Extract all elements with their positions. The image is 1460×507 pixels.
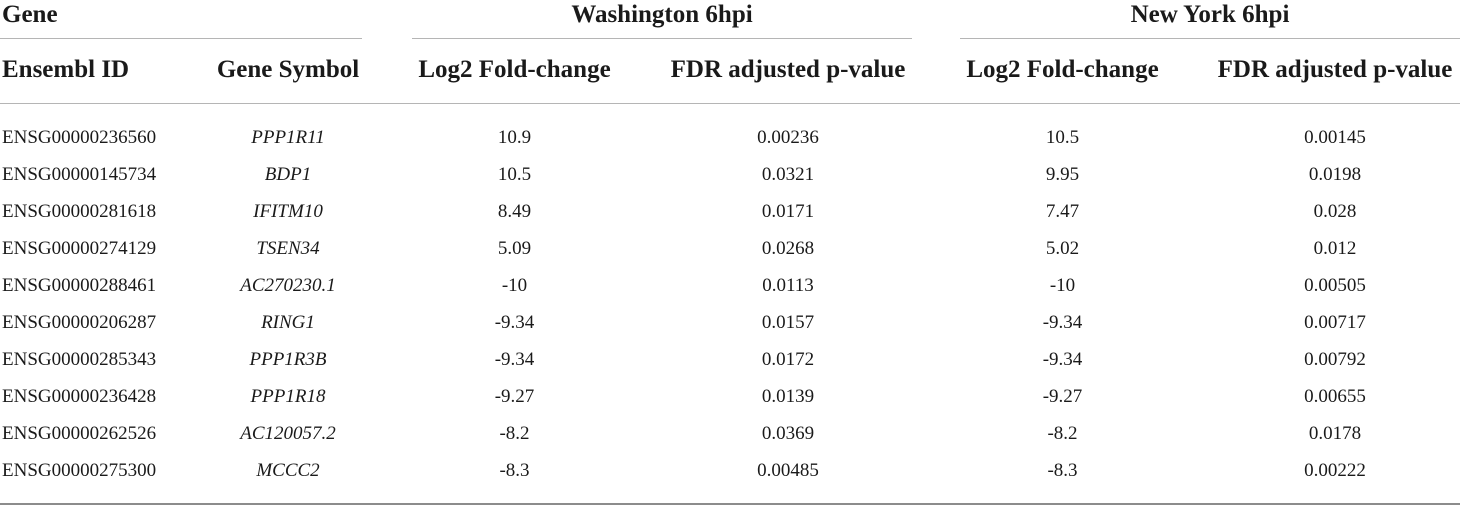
washington-fdr-cell: 0.0113 [762, 275, 814, 296]
washington-log2-cell: -9.34 [494, 312, 535, 333]
gene-symbol-cell: AC270230.1 [240, 275, 336, 296]
ensembl-id-cell: ENSG00000236428 [2, 386, 157, 407]
washington-log2-cell: 5.09 [497, 238, 532, 259]
newyork-fdr-cell: 0.00505 [1304, 275, 1366, 296]
gene-symbol-cell: MCCC2 [256, 460, 320, 481]
washington-log2-cell: -10 [501, 275, 528, 296]
newyork-log2-cell: -8.2 [1047, 423, 1078, 444]
ensembl-id-cell: ENSG00000281618 [2, 201, 157, 222]
ensembl-id-cell: ENSG00000145734 [2, 164, 157, 185]
table-row: ENSG00000236428 PPP1R18 -9.27 0.0139 -9.… [0, 378, 1460, 415]
washington-log2-cell: -9.34 [494, 349, 535, 370]
gene-symbol-cell: IFITM10 [253, 201, 323, 222]
table-row: ENSG00000145734 BDP1 10.5 0.0321 9.95 0.… [0, 156, 1460, 193]
newyork-group-rule [960, 38, 1460, 39]
washington-fdr-cell: 0.0321 [761, 164, 815, 185]
ensembl-id-cell: ENSG00000275300 [2, 460, 157, 481]
newyork-fdr-cell: 0.012 [1313, 238, 1357, 259]
table-row: ENSG00000274129 TSEN34 5.09 0.0268 5.02 … [0, 230, 1460, 267]
table-row: ENSG00000275300 MCCC2 -8.3 0.00485 -8.3 … [0, 452, 1460, 489]
newyork-log2-cell: 5.02 [1045, 238, 1080, 259]
gene-group-header: Gene [2, 1, 58, 28]
newyork-fdr-cell: 0.00717 [1304, 312, 1366, 333]
washington-log2-cell: 10.5 [497, 164, 532, 185]
newyork-log2-cell: -8.3 [1047, 460, 1078, 481]
newyork-log2-cell: 7.47 [1045, 201, 1080, 222]
washington-fdr-cell: 0.00485 [757, 460, 819, 481]
gene-symbol-cell: PPP1R11 [251, 127, 325, 148]
table-row: ENSG00000285343 PPP1R3B -9.34 0.0172 -9.… [0, 341, 1460, 378]
washington-log2-cell: -9.27 [494, 386, 535, 407]
column-header-washington-fdr: FDR adjusted p-value [670, 56, 906, 83]
gene-symbol-cell: BDP1 [264, 164, 312, 185]
gene-symbol-cell: AC120057.2 [240, 423, 336, 444]
column-header-ensembl-id: Ensembl ID [2, 56, 130, 83]
gene-symbol-cell: RING1 [261, 312, 315, 333]
newyork-log2-cell: -9.34 [1042, 349, 1083, 370]
table-row: ENSG00000281618 IFITM10 8.49 0.0171 7.47… [0, 193, 1460, 230]
table-row: ENSG00000236560 PPP1R11 10.9 0.00236 10.… [0, 119, 1460, 156]
washington-fdr-cell: 0.0171 [761, 201, 815, 222]
newyork-fdr-cell: 0.00145 [1304, 127, 1366, 148]
washington-fdr-cell: 0.0369 [761, 423, 815, 444]
ensembl-id-cell: ENSG00000274129 [2, 238, 157, 259]
washington-fdr-cell: 0.00236 [757, 127, 819, 148]
washington-fdr-cell: 0.0139 [761, 386, 815, 407]
washington-group-header: Washington 6hpi [571, 1, 753, 28]
table-row: ENSG00000262526 AC120057.2 -8.2 0.0369 -… [0, 415, 1460, 452]
washington-fdr-cell: 0.0172 [761, 349, 815, 370]
washington-log2-cell: 10.9 [497, 127, 532, 148]
washington-log2-cell: 8.49 [497, 201, 532, 222]
ensembl-id-cell: ENSG00000262526 [2, 423, 157, 444]
newyork-fdr-cell: 0.00222 [1304, 460, 1366, 481]
gene-symbol-cell: TSEN34 [256, 238, 320, 259]
newyork-fdr-cell: 0.00792 [1304, 349, 1366, 370]
ensembl-id-cell: ENSG00000288461 [2, 275, 157, 296]
newyork-log2-cell: 9.95 [1045, 164, 1080, 185]
gene-group-rule [0, 38, 362, 39]
newyork-fdr-cell: 0.0198 [1308, 164, 1362, 185]
ensembl-id-cell: ENSG00000285343 [2, 349, 157, 370]
column-header-newyork-log2: Log2 Fold-change [966, 56, 1159, 83]
column-header-newyork-fdr: FDR adjusted p-value [1217, 56, 1453, 83]
ensembl-id-cell: ENSG00000236560 [2, 127, 157, 148]
table-row: ENSG00000288461 AC270230.1 -10 0.0113 -1… [0, 267, 1460, 304]
gene-symbol-cell: PPP1R3B [249, 349, 327, 370]
newyork-log2-cell: -10 [1049, 275, 1076, 296]
newyork-group-header: New York 6hpi [1130, 1, 1290, 28]
washington-group-rule [412, 38, 912, 39]
column-header-gene-symbol: Gene Symbol [216, 56, 360, 83]
column-header-washington-log2: Log2 Fold-change [418, 56, 611, 83]
table-bottom-rule [0, 503, 1460, 505]
newyork-log2-cell: 10.5 [1045, 127, 1080, 148]
newyork-fdr-cell: 0.0178 [1308, 423, 1362, 444]
header-rule [0, 103, 1460, 104]
washington-log2-cell: -8.2 [499, 423, 530, 444]
gene-symbol-cell: PPP1R18 [250, 386, 326, 407]
newyork-fdr-cell: 0.00655 [1304, 386, 1366, 407]
ensembl-id-cell: ENSG00000206287 [2, 312, 157, 333]
washington-fdr-cell: 0.0268 [761, 238, 815, 259]
washington-log2-cell: -8.3 [499, 460, 530, 481]
washington-fdr-cell: 0.0157 [761, 312, 815, 333]
newyork-fdr-cell: 0.028 [1313, 201, 1357, 222]
table-row: ENSG00000206287 RING1 -9.34 0.0157 -9.34… [0, 304, 1460, 341]
newyork-log2-cell: -9.34 [1042, 312, 1083, 333]
newyork-log2-cell: -9.27 [1042, 386, 1083, 407]
